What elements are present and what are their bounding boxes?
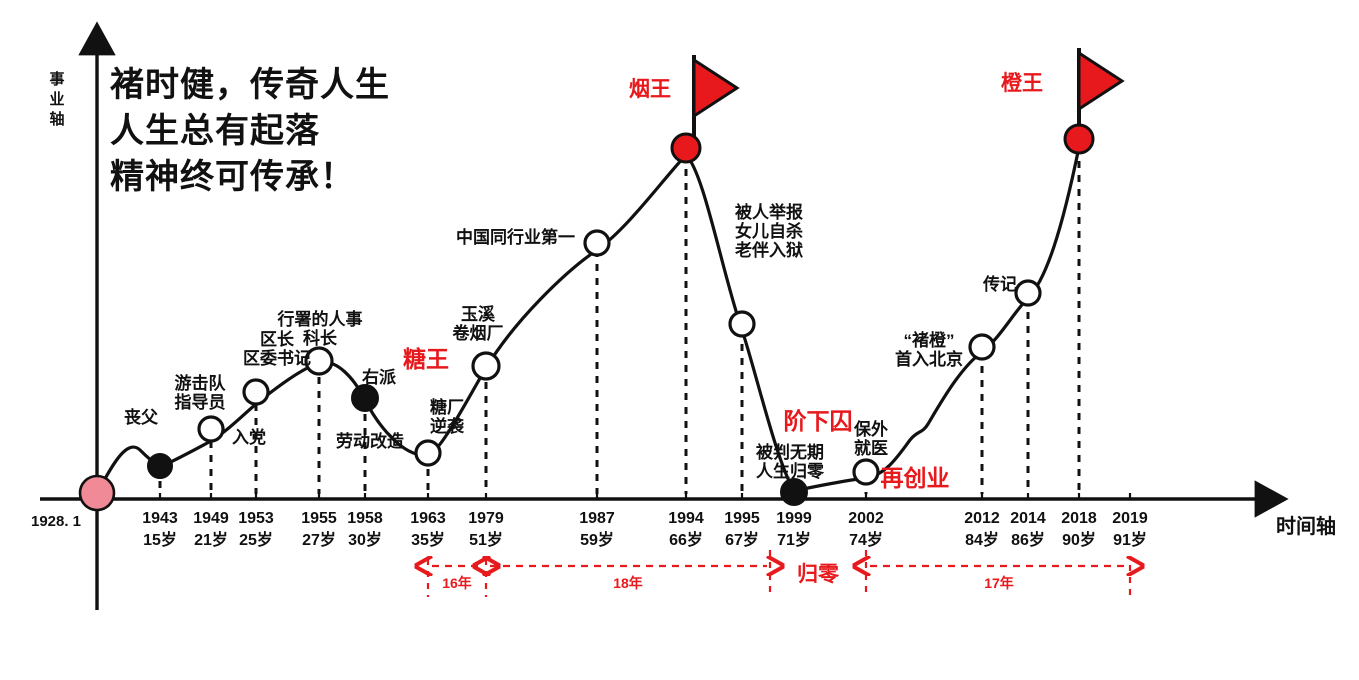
node-1958 xyxy=(351,384,379,412)
tick-2002: 2002 74岁 xyxy=(848,510,884,549)
node-1943 xyxy=(147,453,173,479)
tick-1963: 1963 35岁 xyxy=(410,510,446,549)
label-smoke-king: 烟王 xyxy=(629,78,671,101)
node-2012 xyxy=(968,333,996,361)
tick-1958: 1958 30岁 xyxy=(347,510,383,549)
label-prisoner: 阶下囚 xyxy=(783,408,853,434)
origin-label: 1928. 1 xyxy=(30,513,82,530)
label-1958-reform: 劳动改造 xyxy=(336,432,404,451)
y-axis-title: 事 xyxy=(49,71,65,88)
label-1953: 区长 区委书记 xyxy=(243,330,311,369)
x-axis-title: 时间轴 xyxy=(1276,516,1336,538)
milestone-nodes-hollow xyxy=(197,229,1042,486)
node-1995 xyxy=(728,310,756,338)
label-1958: 右派 xyxy=(362,368,396,387)
label-1943: 丧父 xyxy=(124,408,158,427)
tick-1955: 1955 27岁 xyxy=(301,510,337,549)
label-1955: 行署的人事 科长 xyxy=(277,310,363,349)
tick-1987: 1987 59岁 xyxy=(579,510,615,549)
flag-marker-1994 xyxy=(670,55,740,164)
headline-line-1: 褚时健，传奇人生 xyxy=(110,66,390,104)
label-1999: 被判无期 人生归零 xyxy=(756,443,824,482)
node-1949 xyxy=(197,415,225,443)
label-1987: 中国同行业第一 xyxy=(456,228,575,247)
node-2002 xyxy=(852,458,880,486)
label-sugar-king: 糖王 xyxy=(403,346,449,372)
tick-1943: 1943 15岁 xyxy=(142,510,178,549)
node-2014 xyxy=(1014,279,1042,307)
node-1955 xyxy=(304,346,334,376)
label-1949: 游击队 指导员 xyxy=(174,374,226,413)
label-1995: 被人举报 女儿自杀 老伴入狱 xyxy=(735,203,803,261)
tick-2014: 2014 86岁 xyxy=(1010,510,1046,549)
label-orange-king: 橙王 xyxy=(1001,72,1043,95)
headline-line-3: 精神终可传承！ xyxy=(110,158,355,196)
tick-1995: 1995 67岁 xyxy=(724,510,760,549)
headline-line-2: 人生总有起落 xyxy=(110,112,320,150)
span-label-zero: 归零 xyxy=(797,563,839,586)
label-2002: 保外 就医 xyxy=(854,420,888,459)
tick-1999: 1999 71岁 xyxy=(776,510,812,549)
span-arrows xyxy=(428,550,1130,600)
axis-lines xyxy=(40,21,1289,610)
milestone-nodes-filled xyxy=(147,384,808,506)
node-1963 xyxy=(414,439,442,467)
node-1953 xyxy=(242,378,270,406)
flag-marker-2018 xyxy=(1063,48,1125,155)
career-curve xyxy=(95,145,1081,495)
node-1979 xyxy=(471,351,501,381)
span-label-16y: 16年 xyxy=(442,575,472,591)
label-1979: 玉溪 卷烟厂 xyxy=(452,305,504,344)
tick-2018: 2018 90岁 xyxy=(1061,510,1097,549)
tick-2019: 2019 91岁 xyxy=(1112,510,1148,549)
span-label-17y: 17年 xyxy=(984,575,1014,591)
node-1987 xyxy=(583,229,611,257)
origin-node xyxy=(78,474,116,512)
label-2012: “褚橙” 首入北京 xyxy=(895,331,963,370)
tick-1953: 1953 25岁 xyxy=(238,510,274,549)
tick-2012: 2012 84岁 xyxy=(964,510,1000,549)
label-restart: 再创业 xyxy=(880,465,950,491)
node-1999 xyxy=(780,478,808,506)
label-1953-party: 入党 xyxy=(232,428,266,447)
label-sugar-comeback: 糖厂 逆袭 xyxy=(430,398,464,437)
label-2014: 传记 xyxy=(983,275,1017,294)
span-label-18y: 18年 xyxy=(613,575,643,591)
tick-1949: 1949 21岁 xyxy=(193,510,229,549)
tick-1979: 1979 51岁 xyxy=(468,510,504,549)
tick-1994: 1994 66岁 xyxy=(668,510,704,549)
